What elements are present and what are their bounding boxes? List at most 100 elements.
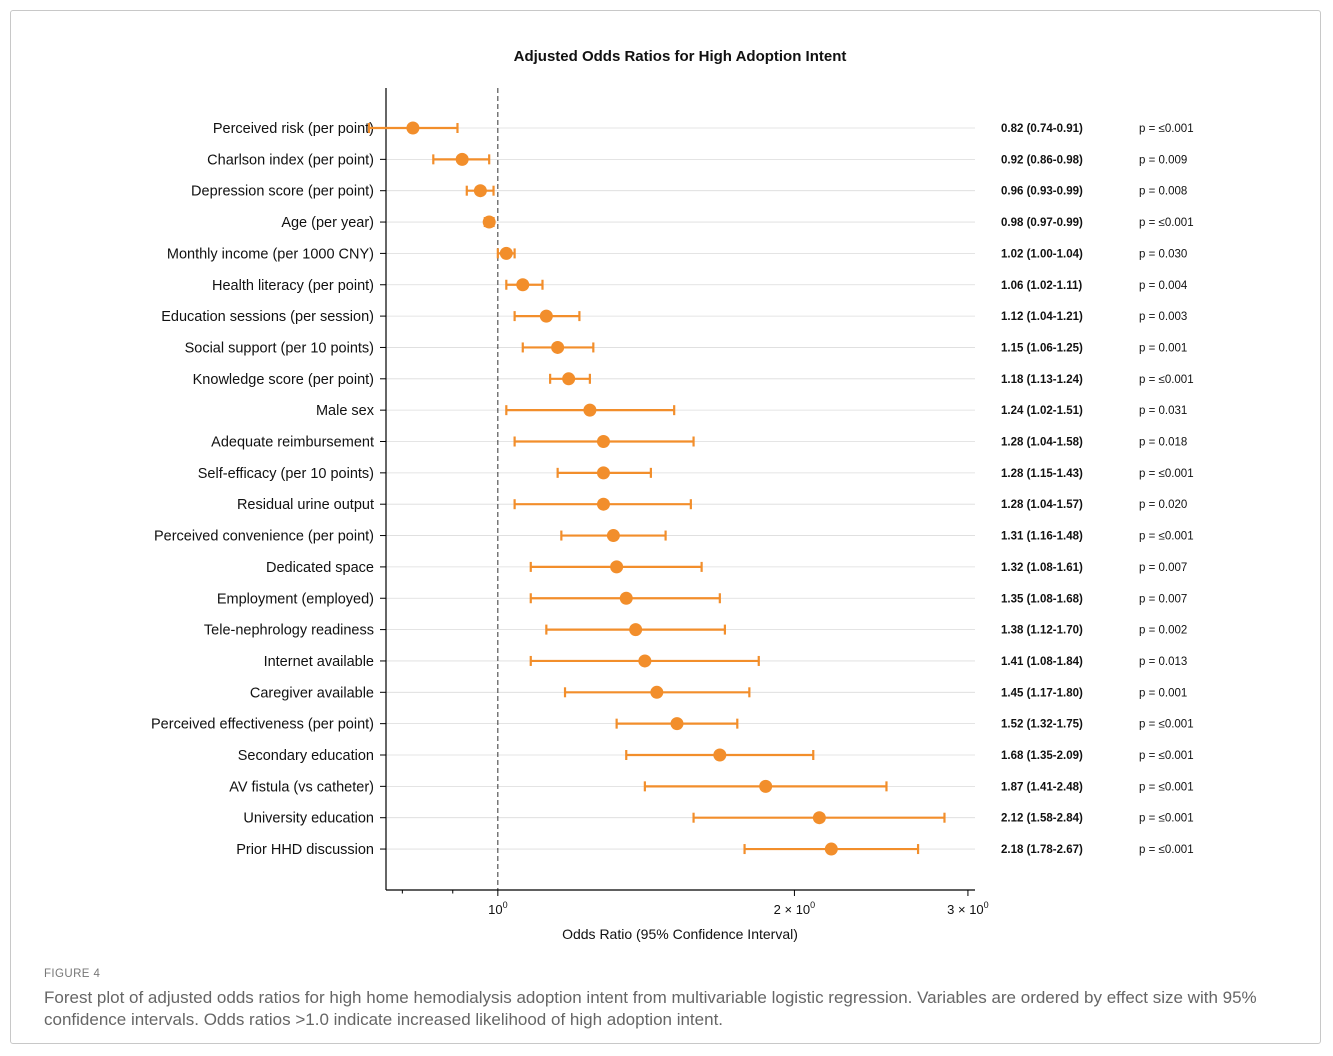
p-value-text: p = ≤0.001	[1139, 217, 1194, 229]
row-label: Monthly income (per 1000 CNY)	[167, 246, 374, 262]
or-ci-text: 1.28 (1.15-1.43)	[1001, 468, 1083, 480]
p-value-text: p = 0.009	[1139, 154, 1187, 166]
or-ci-text: 1.12 (1.04-1.21)	[1001, 311, 1083, 323]
p-value-text: p = 0.007	[1139, 593, 1187, 605]
or-ci-text: 0.96 (0.93-0.99)	[1001, 186, 1083, 198]
p-value-text: p = 0.008	[1139, 186, 1187, 198]
row-label: Internet available	[264, 654, 374, 670]
row-label: Depression score (per point)	[191, 184, 374, 200]
or-ci-text: 1.18 (1.13-1.24)	[1001, 374, 1083, 386]
forest-row: Knowledge score (per point) 1.18 (1.13-1.…	[193, 372, 1194, 388]
point-estimate	[482, 215, 496, 229]
or-ci-text: 0.92 (0.86-0.98)	[1001, 154, 1083, 166]
row-label: University education	[243, 811, 374, 827]
point-estimate	[824, 842, 838, 856]
row-label: Knowledge score (per point)	[193, 372, 374, 388]
p-value-text: p = ≤0.001	[1139, 374, 1194, 386]
p-value-text: p = ≤0.001	[1139, 813, 1194, 825]
or-ci-text: 1.52 (1.32-1.75)	[1001, 719, 1083, 731]
or-ci-text: 1.68 (1.35-2.09)	[1001, 750, 1083, 762]
point-estimate	[583, 403, 597, 417]
p-value-text: p = 0.030	[1139, 248, 1187, 260]
or-ci-text: 1.87 (1.41-2.48)	[1001, 781, 1083, 793]
point-estimate	[650, 685, 664, 699]
p-value-text: p = 0.020	[1139, 499, 1187, 511]
forest-plot: Adjusted Odds Ratios for High Adoption I…	[151, 48, 1194, 942]
figure-label: FIGURE 4	[44, 968, 101, 980]
point-estimate	[551, 340, 565, 354]
figure-caption: Forest plot of adjusted odds ratios for …	[44, 988, 1257, 1029]
forest-row: Perceived risk (per point) 0.82 (0.74-0.9…	[213, 121, 1194, 137]
or-ci-text: 0.82 (0.74-0.91)	[1001, 123, 1083, 135]
point-estimate	[596, 435, 610, 448]
p-value-text: p = ≤0.001	[1139, 123, 1194, 135]
p-value-text: p = 0.001	[1139, 687, 1187, 699]
row-label: Health literacy (per point)	[212, 278, 374, 294]
point-estimate	[516, 278, 530, 292]
p-value-text: p = 0.003	[1139, 311, 1187, 323]
forest-row: Dedicated space 1.32 (1.08-1.61) p = 0.007	[266, 560, 1187, 576]
row-label: Self-efficacy (per 10 points)	[198, 466, 374, 482]
forest-row: Self-efficacy (per 10 points) 1.28 (1.15-…	[198, 466, 1194, 482]
row-label: Dedicated space	[266, 560, 374, 576]
or-ci-text: 2.12 (1.58-2.84)	[1001, 813, 1083, 825]
forest-row: Caregiver available 1.45 (1.17-1.80) p = 0…	[250, 685, 1187, 701]
point-estimate	[539, 309, 553, 323]
point-estimate	[713, 748, 727, 762]
or-ci-text: 1.45 (1.17-1.80)	[1001, 687, 1083, 699]
p-value-text: p = 0.001	[1139, 342, 1187, 354]
or-ci-text: 1.41 (1.08-1.84)	[1001, 656, 1083, 668]
forest-row: Social support (per 10 points) 1.15 (1.06…	[185, 340, 1188, 356]
data-rows: Perceived risk (per point) 0.82 (0.74-0.9…	[151, 121, 1194, 858]
row-label: Social support (per 10 points)	[185, 340, 374, 356]
point-estimate	[596, 466, 610, 480]
or-ci-text: 1.38 (1.12-1.70)	[1001, 625, 1083, 637]
p-value-text: p = ≤0.001	[1139, 844, 1194, 856]
p-value-text: p = ≤0.001	[1139, 781, 1194, 793]
p-value-text: p = ≤0.001	[1139, 468, 1194, 480]
x-axis-label: Odds Ratio (95% Confidence Interval)	[562, 926, 798, 942]
row-label: Residual urine output	[237, 497, 374, 513]
or-ci-text: 1.32 (1.08-1.61)	[1001, 562, 1083, 574]
row-label: Perceived convenience (per point)	[154, 529, 374, 545]
point-estimate	[759, 779, 773, 793]
p-value-text: p = ≤0.001	[1139, 750, 1194, 762]
p-value-text: p = 0.007	[1139, 562, 1187, 574]
point-estimate	[473, 184, 487, 198]
or-ci-text: 1.35 (1.08-1.68)	[1001, 593, 1083, 605]
p-value-text: p = 0.004	[1139, 280, 1188, 292]
or-ci-text: 1.28 (1.04-1.58)	[1001, 437, 1083, 449]
point-estimate	[596, 497, 610, 511]
row-label: Employment (employed)	[217, 591, 374, 607]
row-label: Age (per year)	[281, 215, 374, 231]
row-label: Education sessions (per session)	[161, 309, 374, 325]
p-value-text: p = 0.031	[1139, 405, 1187, 417]
p-value-text: p = ≤0.001	[1139, 531, 1194, 543]
or-ci-text: 1.31 (1.16-1.48)	[1001, 531, 1083, 543]
forest-row: University education 2.12 (1.58-2.84) p = …	[243, 811, 1193, 827]
point-estimate	[670, 717, 684, 731]
x-tick-label: 3 × 100	[947, 900, 989, 917]
grid-lines	[386, 127, 975, 850]
forest-row: Prior HHD discussion 2.18 (1.78-2.67) p = …	[236, 842, 1193, 858]
chart-title: Adjusted Odds Ratios for High Adoption I…	[514, 48, 847, 65]
or-ci-text: 1.28 (1.04-1.57)	[1001, 499, 1083, 511]
forest-row: Depression score (per point) 0.96 (0.93-0…	[191, 184, 1187, 200]
forest-row: Education sessions (per session) 1.12 (1.…	[161, 309, 1187, 325]
forest-row: Residual urine output 1.28 (1.04-1.57) p =…	[237, 497, 1187, 513]
forest-row: Adequate reimbursement 1.28 (1.04-1.58) p …	[211, 435, 1187, 451]
forest-row: Male sex 1.24 (1.02-1.51) p = 0.031	[316, 403, 1187, 419]
row-label: Charlson index (per point)	[207, 152, 374, 168]
point-estimate	[610, 560, 624, 574]
forest-row: AV fistula (vs catheter) 1.87 (1.41-2.48)…	[229, 779, 1193, 795]
point-estimate	[406, 121, 420, 135]
row-label: Tele-nephrology readiness	[204, 623, 374, 639]
point-estimate	[562, 372, 576, 386]
or-ci-text: 2.18 (1.78-2.67)	[1001, 844, 1083, 856]
forest-row: Perceived effectiveness (per point) 1.52 …	[151, 717, 1194, 733]
or-ci-text: 1.02 (1.00-1.04)	[1001, 248, 1083, 260]
or-ci-text: 0.98 (0.97-0.99)	[1001, 217, 1083, 229]
or-ci-text: 1.24 (1.02-1.51)	[1001, 405, 1083, 417]
forest-row: Internet available 1.41 (1.08-1.84) p = 0.…	[264, 654, 1188, 670]
forest-row: Secondary education 1.68 (1.35-2.09) p = ≤…	[238, 748, 1194, 764]
